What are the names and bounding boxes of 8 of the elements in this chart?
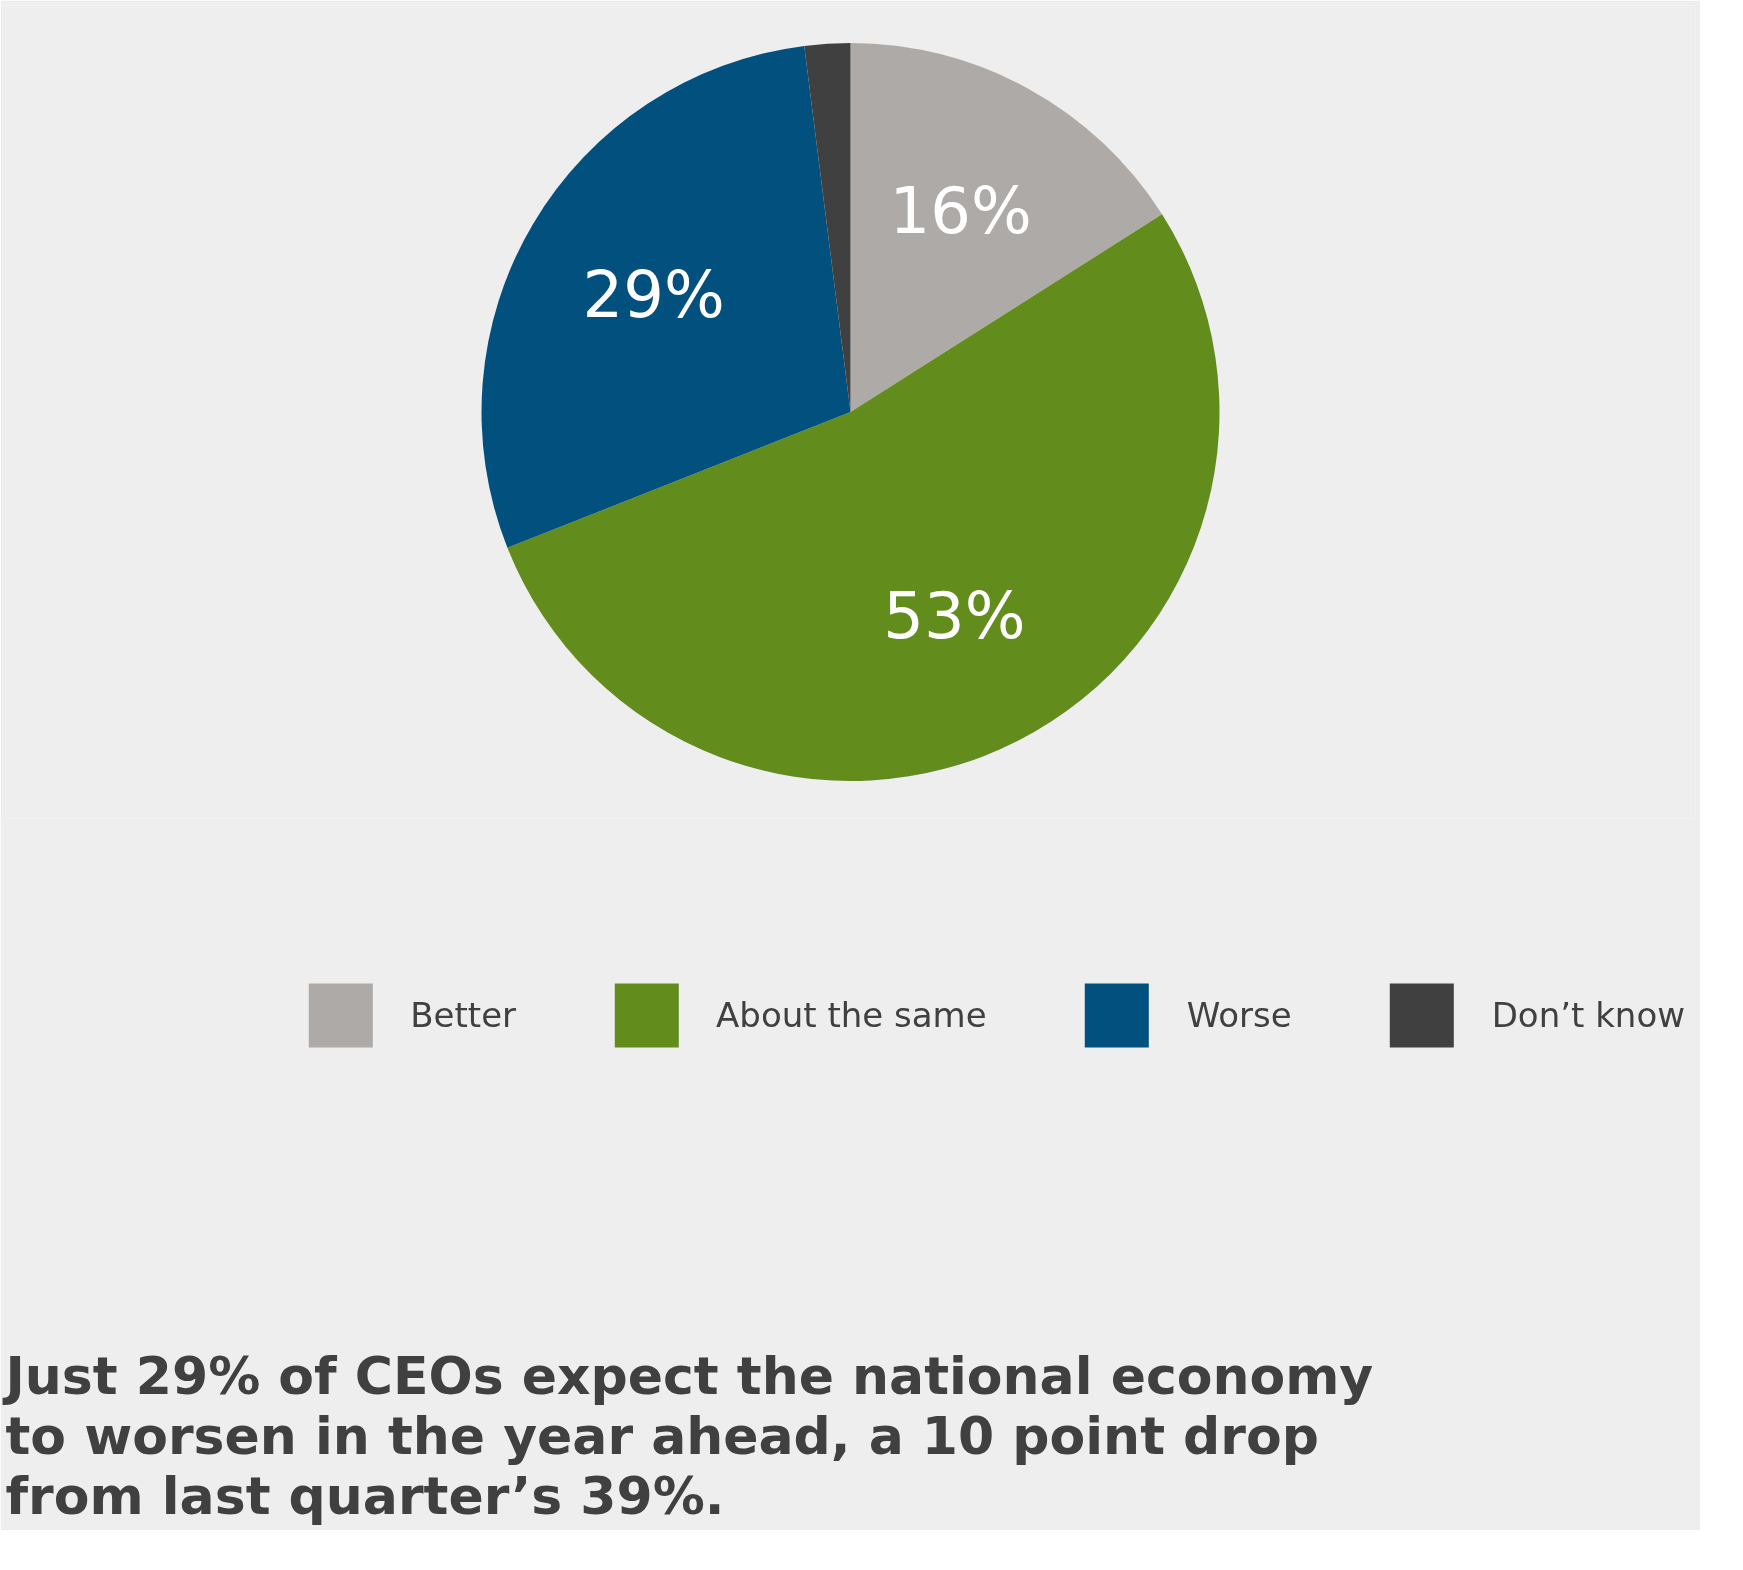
data-label: 53% bbox=[883, 579, 1026, 654]
legend-label: Don’t know bbox=[1491, 994, 1685, 1035]
legend-label: About the same bbox=[716, 994, 987, 1035]
data-label: 29% bbox=[582, 258, 725, 333]
legend-label: Better bbox=[410, 994, 517, 1035]
data-label: 16% bbox=[889, 174, 1032, 249]
text: Just 29% of CEOs expect the national economy to worsen in the year ahead, a 10 point drop from last quarter’s 39%. bbox=[2, 1345, 1374, 1526]
legend-label: Worse bbox=[1186, 994, 1292, 1035]
